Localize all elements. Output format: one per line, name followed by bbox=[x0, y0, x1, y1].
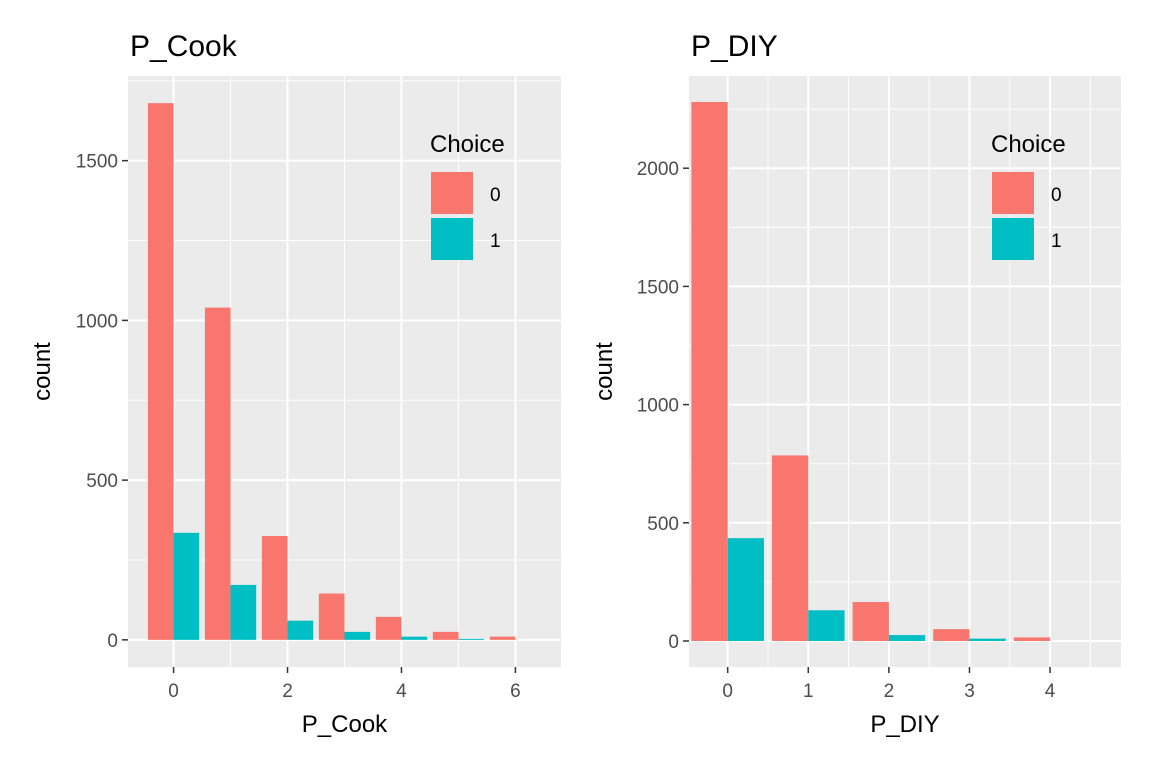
bar-choice-0-x4 bbox=[375, 616, 402, 640]
bar-choice-1-x3 bbox=[344, 631, 371, 640]
legend-swatch-0 bbox=[992, 172, 1034, 214]
y-tick-label: 500 bbox=[647, 514, 679, 535]
bar-choice-0-x2 bbox=[852, 601, 889, 641]
y-tick-label: 500 bbox=[86, 471, 118, 492]
bar-choice-0-x2 bbox=[261, 536, 288, 640]
bar-choice-0-x1 bbox=[204, 307, 231, 640]
legend-label-0: 0 bbox=[1051, 185, 1062, 206]
bar-choice-0-x4 bbox=[1013, 637, 1051, 641]
bar-choice-1-x2 bbox=[287, 620, 314, 640]
y-tick-label: 1500 bbox=[637, 277, 679, 298]
bar-choice-0-x6 bbox=[489, 636, 516, 640]
x-tick-label: 4 bbox=[396, 681, 407, 702]
x-tick-label: 6 bbox=[510, 681, 521, 702]
bar-choice-0-x5 bbox=[432, 631, 459, 640]
y-tick-label: 0 bbox=[107, 631, 118, 652]
legend: Choice 0 1 bbox=[991, 131, 1066, 260]
y-tick-label: 2000 bbox=[637, 159, 679, 180]
legend-title: Choice bbox=[991, 131, 1066, 158]
x-tick-label: 0 bbox=[722, 681, 733, 702]
bar-choice-1-x1 bbox=[808, 610, 845, 641]
bar-choice-0-x0 bbox=[147, 103, 174, 640]
bar-choice-0-x1 bbox=[772, 455, 809, 641]
y-tick-label: 0 bbox=[668, 632, 679, 653]
legend-label-0: 0 bbox=[490, 185, 501, 206]
bar-choice-0-x3 bbox=[318, 593, 345, 640]
bar-choice-0-x0 bbox=[691, 102, 728, 641]
x-tick-label: 2 bbox=[884, 681, 895, 702]
chart-title: P_Cook bbox=[130, 30, 238, 63]
y-tick-label: 1000 bbox=[76, 311, 118, 332]
legend: Choice 0 1 bbox=[430, 131, 505, 260]
y-tick-label: 1500 bbox=[76, 152, 118, 173]
x-axis-label: P_DIY bbox=[870, 711, 939, 738]
bar-choice-1-x5 bbox=[458, 638, 485, 640]
x-tick-label: 2 bbox=[282, 681, 293, 702]
bar-choice-1-x0 bbox=[727, 538, 764, 641]
legend-swatch-1 bbox=[431, 218, 473, 260]
y-axis-label: count bbox=[591, 342, 618, 401]
bar-choice-1-x2 bbox=[888, 635, 926, 641]
legend-label-1: 1 bbox=[1051, 231, 1062, 252]
x-tick-label: 3 bbox=[964, 681, 975, 702]
bar-choice-0-x3 bbox=[933, 629, 970, 641]
x-tick-label: 0 bbox=[168, 681, 179, 702]
bar-choice-1-x3 bbox=[969, 638, 1006, 641]
y-axis-label: count bbox=[29, 342, 56, 401]
x-tick-label: 4 bbox=[1045, 681, 1056, 702]
x-axis-label: P_Cook bbox=[302, 711, 388, 738]
legend-label-1: 1 bbox=[490, 231, 501, 252]
legend-swatch-1 bbox=[992, 218, 1034, 260]
legend-title: Choice bbox=[430, 131, 505, 158]
bar-choice-1-x1 bbox=[230, 584, 257, 640]
y-tick-label: 1000 bbox=[637, 396, 679, 417]
chart-title: P_DIY bbox=[691, 30, 778, 63]
bar-choice-1-x4 bbox=[401, 636, 428, 640]
legend-swatch-0 bbox=[431, 172, 473, 214]
x-tick-label: 1 bbox=[803, 681, 814, 702]
bar-choice-1-x0 bbox=[173, 532, 200, 640]
